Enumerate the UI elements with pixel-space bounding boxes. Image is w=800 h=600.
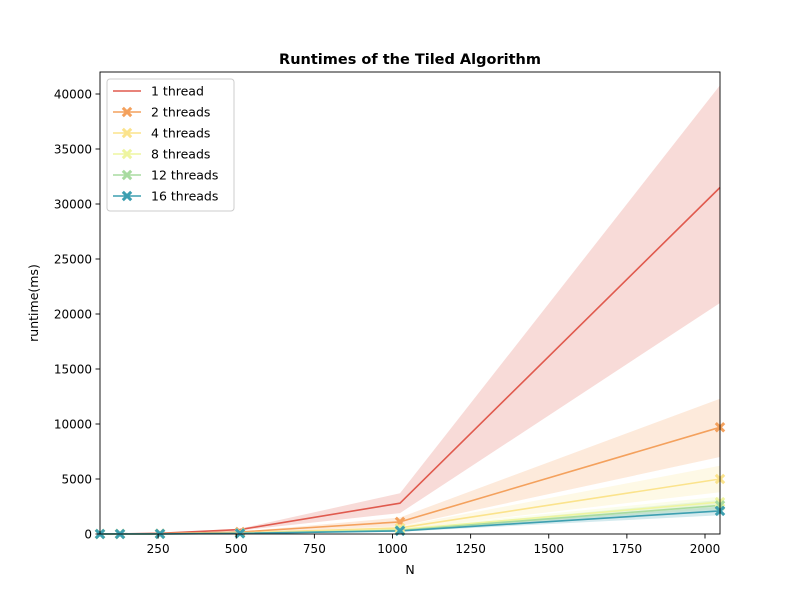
y-tick-label: 25000 [54,252,92,266]
point-series-5-3 [234,528,246,539]
legend-label: 16 threads [151,188,218,203]
y-tick-label: 15000 [54,362,92,376]
legend-label: 12 threads [151,167,218,182]
legend-item-2: 4 threads [113,125,210,140]
legend: 1 thread 2 threads 4 threads 8 threads 12 th… [106,78,235,212]
legend-marker [121,106,133,118]
legend-item-3: 8 threads [113,146,210,161]
y-tick-label: 20000 [54,307,92,321]
legend-item-5: 16 threads [113,188,218,203]
legend-item-1: 2 threads [113,104,210,119]
x-tick-label: 1000 [377,542,408,556]
legend-label: 4 threads [151,125,210,140]
y-tick-label: 35000 [54,142,92,156]
plot-frame [99,71,721,535]
legend-item-4: 12 threads [113,167,218,182]
legend-label: 8 threads [151,146,210,161]
x-tick-label: 750 [303,542,326,556]
x-tick-label: 500 [225,542,248,556]
y-tick-label: 10000 [54,417,92,431]
y-tick-label: 40000 [54,87,92,101]
legend-marker [121,127,133,139]
x-tick-label: 1750 [612,542,643,556]
legend-label: 2 threads [151,104,210,119]
x-axis-label: N [405,562,414,577]
legend-marker [121,190,133,202]
legend-marker [121,148,133,160]
x-tick-label: 250 [147,542,170,556]
y-tick-label: 5000 [61,472,92,486]
chart-title: Runtimes of the Tiled Algorithm [279,52,541,68]
x-axis-ticks: 250 500 750 1000 1250 1500 1750 2000 [147,534,721,556]
band-series-4 [100,499,720,534]
x-tick-label: 1500 [533,542,564,556]
legend-label: 1 thread [151,83,204,98]
band-series-1 [100,398,720,534]
y-axis-ticks: 0 5000 10000 15000 20000 25000 30000 35000 40000 [54,87,100,541]
y-tick-label: 0 [84,527,92,541]
band-series-2 [100,465,720,534]
band-series-5 [100,506,720,534]
x-tick-label: 2000 [690,542,721,556]
y-axis-label: runtime(ms) [26,264,41,342]
legend-marker [121,169,133,181]
x-tick-label: 1250 [455,542,486,556]
y-tick-label: 30000 [54,197,92,211]
legend-item-0: 1 thread [113,83,204,98]
